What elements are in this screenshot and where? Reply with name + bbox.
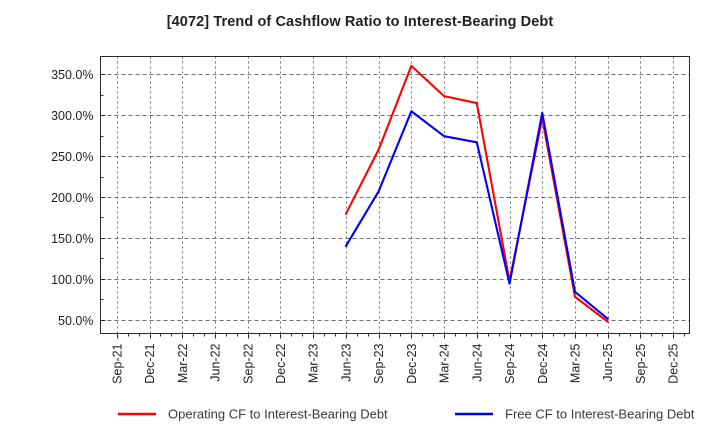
y-axis-tick-label: 200.0% [51,191,93,205]
chart-legend: Operating CF to Interest-Bearing Debt Fre… [118,407,695,422]
x-axis-tick-label: Sep-21 [110,343,124,383]
x-axis-tick-label: Dec-21 [143,343,157,383]
series-line-free-cf [344,110,609,320]
x-axis-tick-label: Sep-25 [634,343,648,383]
x-axis-tick-label: Jun-24 [470,343,484,381]
data-series-group [344,64,609,323]
x-axis-tick-label: Mar-25 [568,343,582,383]
x-axis-tick-label: Dec-22 [274,343,288,383]
x-axis-tick-label: Sep-22 [241,343,255,383]
x-axis-tick-label: Dec-23 [405,343,419,383]
x-axis-tick-label: Mar-23 [307,343,321,383]
x-axis-tick-label: Jun-25 [601,343,615,381]
plot-frame [100,56,690,334]
x-axis-tick-label: Dec-24 [536,343,550,383]
x-axis-tick-label: Sep-24 [503,343,517,383]
y-axis-tick-label: 350.0% [51,68,93,82]
y-axis-tick-label: 250.0% [51,150,93,164]
x-axis-tick-label: Jun-23 [339,343,353,381]
y-axis-tick-label: 50.0% [58,314,93,328]
gridlines-group [100,56,690,334]
x-axis-tick-label: Mar-22 [176,343,190,383]
y-axis-tick-label: 300.0% [51,109,93,123]
legend-label-operating-cf: Operating CF to Interest-Bearing Debt [168,407,388,422]
x-axis-tick-label: Mar-24 [438,343,452,383]
x-axis-tick-label: Jun-22 [209,343,223,381]
x-axis-labels: Sep-21 Dec-21 Mar-22 Jun-22 Sep-22 Dec-22 Mar-… [110,343,680,383]
x-axis-tick-label: Sep-23 [372,343,386,383]
y-axis-labels: 50.0% 100.0% 150.0% 200.0% 250.0% 300.0% 350.0… [51,68,93,328]
chart-title: [4072] Trend of Cashflow Ratio to Intere… [166,14,554,30]
x-axis-tick-label: Dec-25 [667,343,681,383]
y-axis-tick-label: 100.0% [51,273,93,287]
y-axis-tick-label: 150.0% [51,232,93,246]
series-line-operating-cf [344,64,609,323]
legend-label-free-cf: Free CF to Interest-Bearing Debt [505,407,695,422]
